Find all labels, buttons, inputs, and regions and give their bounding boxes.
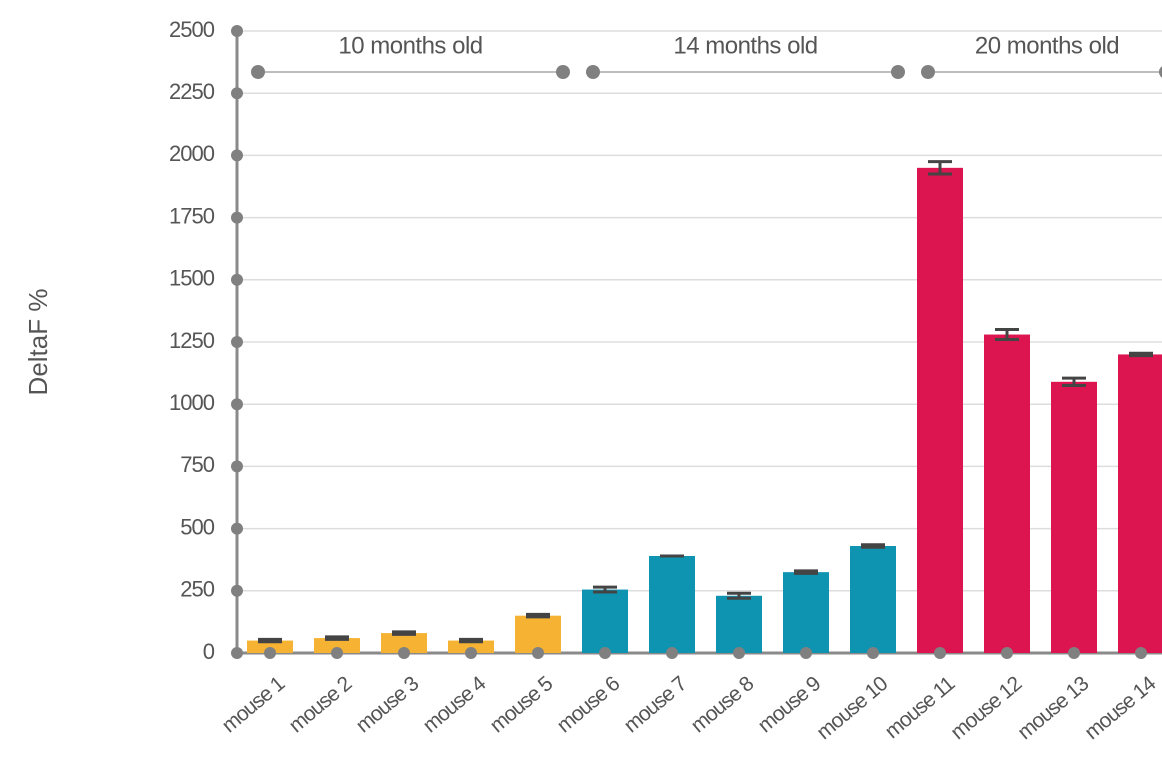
y-tick-dot [231, 398, 243, 411]
x-tick-label: mouse 7 [620, 672, 691, 737]
y-tick-dot [231, 211, 243, 224]
error-bar [1062, 376, 1086, 388]
y-tick-label: 250 [180, 577, 214, 602]
x-tick-dot [532, 647, 544, 659]
error-bar [1129, 351, 1153, 358]
y-tick-dot [231, 149, 243, 162]
y-tick-dot [231, 460, 243, 473]
x-tick-dot [1001, 647, 1013, 659]
bar [850, 546, 896, 653]
x-tick-dot [1068, 647, 1080, 659]
y-tick-dot [231, 25, 243, 37]
error-bar [928, 160, 952, 176]
y-tick-dot [231, 584, 243, 597]
y-tick-dot [231, 522, 243, 535]
x-tick-label: mouse 14 [1080, 672, 1160, 745]
x-tick-dot [264, 647, 276, 659]
y-tick-label: 2500 [169, 17, 215, 42]
x-tick-dot [666, 647, 678, 659]
y-tick-dot [231, 647, 243, 659]
error-bar [392, 630, 416, 636]
group-dot [586, 65, 600, 79]
error-bar [995, 328, 1019, 342]
x-tick-dot [599, 647, 611, 659]
y-tick-dot [231, 87, 243, 100]
error-bar [861, 543, 885, 549]
bar [984, 334, 1030, 653]
x-tick-label: mouse 8 [687, 672, 758, 737]
error-bar [794, 569, 818, 575]
y-tick-dot [231, 336, 243, 348]
bar [1051, 381, 1097, 653]
bar [917, 167, 963, 653]
bar [582, 589, 628, 653]
bar [515, 615, 561, 653]
bar [716, 595, 762, 653]
y-tick-label: 1750 [169, 203, 215, 228]
error-bar [325, 635, 349, 641]
x-tick-dot [398, 647, 410, 659]
y-tick-label: 1000 [169, 390, 215, 415]
x-tick-dot [465, 647, 477, 659]
x-tick-label: mouse 2 [285, 672, 356, 737]
x-tick-label: mouse 3 [352, 672, 423, 737]
x-tick-dot [867, 647, 879, 659]
x-tick-label: mouse 5 [486, 672, 557, 737]
bar [448, 640, 494, 653]
y-axis-label: DeltaF % [23, 289, 53, 396]
error-bar [526, 612, 550, 619]
x-tick-label: mouse 13 [1013, 672, 1093, 744]
y-tick-label: 1500 [169, 266, 215, 291]
error-bar [727, 591, 751, 600]
bar [1118, 354, 1162, 653]
group-label: 14 months old [673, 32, 817, 59]
x-tick-dot [331, 647, 343, 659]
x-tick-label: mouse 10 [812, 672, 892, 744]
x-tick-label: mouse 6 [553, 672, 624, 737]
bar [381, 633, 427, 653]
group-label: 10 months old [338, 32, 482, 59]
x-tick-label: mouse 12 [946, 672, 1026, 744]
group-dot [556, 65, 570, 79]
x-tick-dot [800, 647, 812, 659]
bar [247, 640, 293, 653]
bar [649, 555, 695, 653]
y-tick-label: 500 [180, 514, 214, 539]
x-tick-dot [733, 647, 745, 659]
group-dot [1159, 66, 1162, 78]
group-label: 20 months old [975, 32, 1119, 59]
group-dot [921, 65, 935, 79]
group-dot [891, 65, 905, 79]
error-bar [459, 637, 483, 644]
y-tick-label: 2250 [169, 79, 215, 104]
bar [783, 572, 829, 653]
y-tick-label: 1250 [169, 328, 215, 353]
y-tick-dot [231, 273, 243, 286]
x-tick-label: mouse 11 [881, 672, 959, 743]
x-tick-label: mouse 1 [218, 672, 289, 737]
error-bar [593, 585, 617, 594]
group-dot [251, 65, 265, 79]
error-bar [258, 637, 282, 644]
y-tick-label: 750 [180, 452, 214, 477]
y-tick-label: 2000 [169, 141, 215, 166]
x-tick-label: mouse 4 [419, 672, 491, 738]
x-tick-dot [1135, 647, 1147, 659]
bar [314, 638, 360, 653]
y-tick-label: 0 [203, 639, 215, 664]
x-tick-dot [934, 647, 946, 659]
